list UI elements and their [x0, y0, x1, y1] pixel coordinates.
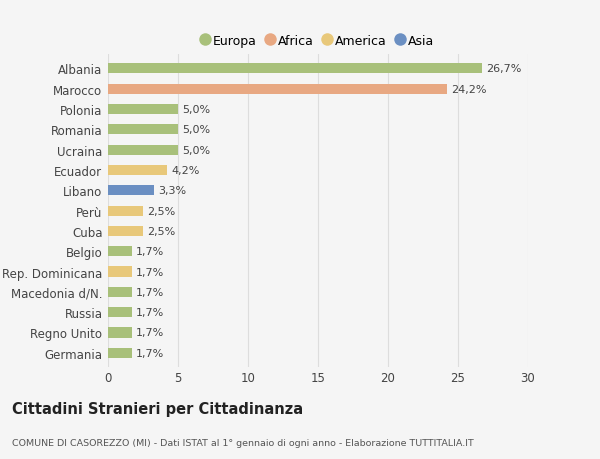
Bar — [108, 287, 132, 297]
Bar — [108, 308, 132, 318]
Bar — [108, 246, 132, 257]
Bar — [108, 145, 178, 156]
Legend: Europa, Africa, America, Asia: Europa, Africa, America, Asia — [197, 30, 439, 53]
Bar — [108, 226, 143, 236]
Text: 1,7%: 1,7% — [136, 267, 164, 277]
Bar — [108, 328, 132, 338]
Text: COMUNE DI CASOREZZO (MI) - Dati ISTAT al 1° gennaio di ogni anno - Elaborazione : COMUNE DI CASOREZZO (MI) - Dati ISTAT al… — [12, 438, 474, 447]
Text: 1,7%: 1,7% — [136, 287, 164, 297]
Text: 4,2%: 4,2% — [171, 166, 199, 176]
Text: 5,0%: 5,0% — [182, 146, 211, 155]
Bar — [108, 64, 482, 74]
Bar — [108, 125, 178, 135]
Bar — [108, 166, 167, 176]
Text: 1,7%: 1,7% — [136, 348, 164, 358]
Text: 1,7%: 1,7% — [136, 246, 164, 257]
Bar — [108, 348, 132, 358]
Text: 24,2%: 24,2% — [451, 84, 487, 95]
Bar — [108, 206, 143, 216]
Bar — [108, 84, 447, 95]
Text: 5,0%: 5,0% — [182, 105, 211, 115]
Bar — [108, 186, 154, 196]
Text: 1,7%: 1,7% — [136, 308, 164, 318]
Text: Cittadini Stranieri per Cittadinanza: Cittadini Stranieri per Cittadinanza — [12, 401, 303, 416]
Text: 1,7%: 1,7% — [136, 328, 164, 338]
Text: 26,7%: 26,7% — [486, 64, 521, 74]
Text: 2,5%: 2,5% — [147, 206, 175, 216]
Bar — [108, 105, 178, 115]
Bar — [108, 267, 132, 277]
Text: 3,3%: 3,3% — [158, 186, 187, 196]
Text: 2,5%: 2,5% — [147, 226, 175, 236]
Text: 5,0%: 5,0% — [182, 125, 211, 135]
